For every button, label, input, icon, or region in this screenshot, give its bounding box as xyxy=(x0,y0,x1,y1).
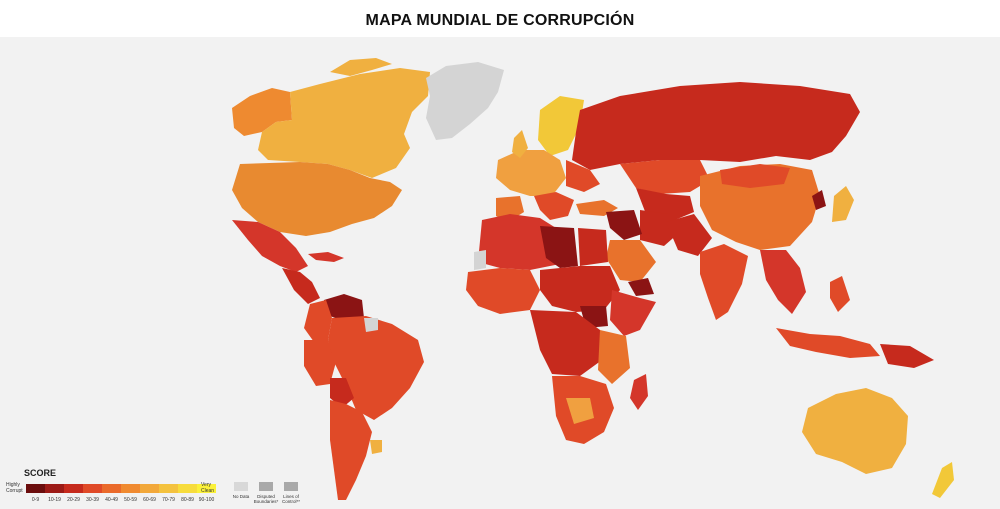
legend-color-scale xyxy=(26,484,216,493)
legend-swatch-1 xyxy=(45,484,64,493)
region-usa[interactable] xyxy=(232,162,402,236)
region-east-africa[interactable] xyxy=(598,330,630,384)
legend-swatch-6 xyxy=(140,484,159,493)
region-uruguay[interactable] xyxy=(370,440,382,454)
region-indonesia[interactable] xyxy=(776,328,880,358)
legend-disputed-boundaries: Disputed Boundaries* xyxy=(251,482,281,504)
region-botswana-namibia[interactable] xyxy=(566,398,594,424)
region-mexico[interactable] xyxy=(232,220,308,272)
legend-scale-label-1: 10-19 xyxy=(48,497,61,503)
world-map xyxy=(0,37,1000,509)
region-greenland[interactable] xyxy=(426,62,504,140)
region-ukraine-belarus[interactable] xyxy=(566,160,600,192)
region-scandinavia[interactable] xyxy=(538,96,584,156)
legend-disputed-label: Disputed Boundaries* xyxy=(253,494,279,504)
legend-swatch-2 xyxy=(64,484,83,493)
legend-swatch-7 xyxy=(159,484,178,493)
region-papua[interactable] xyxy=(880,344,934,368)
legend-scale-label-6: 60-69 xyxy=(143,497,156,503)
region-yemen[interactable] xyxy=(628,278,654,296)
legend-highly-corrupt-label: Highly Corrupt xyxy=(6,482,23,494)
legend-no-data-swatch xyxy=(234,482,248,491)
legend-scale-label-8: 80-89 xyxy=(181,497,194,503)
legend-swatch-4 xyxy=(102,484,121,493)
legend-lines-label: Lines of Control** xyxy=(281,494,300,504)
legend-lines-swatch xyxy=(284,482,298,491)
region-iraq-syria[interactable] xyxy=(606,210,642,240)
region-mongolia[interactable] xyxy=(720,164,790,188)
region-western-europe[interactable] xyxy=(496,150,566,196)
legend-scale-label-9: 90-100 xyxy=(198,497,215,503)
region-horn-africa[interactable] xyxy=(610,290,656,336)
legend-scale-labels: 0-9 10-19 20-29 30-39 40-49 50-59 60-69 70-79 80… xyxy=(26,497,216,503)
region-venezuela[interactable] xyxy=(324,294,364,322)
legend-scale-label-3: 30-39 xyxy=(86,497,99,503)
legend-disputed-swatch xyxy=(259,482,273,491)
legend-no-data: No Data xyxy=(226,482,256,499)
region-bolivia[interactable] xyxy=(330,378,354,408)
legend-swatch-8 xyxy=(178,484,197,493)
legend-swatch-3 xyxy=(83,484,102,493)
region-japan[interactable] xyxy=(832,186,854,222)
legend-scale-label-5: 50-59 xyxy=(124,497,137,503)
region-saudi-arabia[interactable] xyxy=(606,240,656,282)
region-guyanas[interactable] xyxy=(364,318,378,332)
region-cuba[interactable] xyxy=(308,252,344,262)
region-alaska[interactable] xyxy=(232,88,292,136)
region-central-america[interactable] xyxy=(282,268,320,304)
region-peru[interactable] xyxy=(304,340,336,386)
region-kazakhstan[interactable] xyxy=(620,160,710,194)
legend-scale-label-0: 0-9 xyxy=(31,497,40,503)
region-iran[interactable] xyxy=(640,210,680,246)
region-central-africa[interactable] xyxy=(530,310,602,376)
region-canada-arctic[interactable] xyxy=(330,58,392,76)
region-canada[interactable] xyxy=(258,68,430,178)
region-madagascar[interactable] xyxy=(630,374,648,410)
region-libya[interactable] xyxy=(540,226,578,268)
region-afghanistan-pakistan[interactable] xyxy=(666,214,712,256)
legend-no-data-label: No Data xyxy=(232,494,250,499)
region-korea-north[interactable] xyxy=(812,190,826,210)
region-china[interactable] xyxy=(700,164,820,250)
map-legend: SCORE Highly Corrupt Very Clean 0-9 10-19… xyxy=(6,466,306,508)
legend-title: SCORE xyxy=(24,468,57,478)
region-colombia[interactable] xyxy=(304,300,332,342)
legend-lines-of-control: Lines of Control** xyxy=(276,482,306,504)
legend-scale-label-7: 70-79 xyxy=(162,497,175,503)
legend-scale-label-2: 20-29 xyxy=(67,497,80,503)
region-uk[interactable] xyxy=(512,130,528,158)
region-west-africa[interactable] xyxy=(466,268,540,314)
region-chile-argentina[interactable] xyxy=(330,400,372,500)
region-new-zealand[interactable] xyxy=(932,462,954,498)
region-north-africa[interactable] xyxy=(478,214,560,270)
legend-swatch-5 xyxy=(121,484,140,493)
region-australia[interactable] xyxy=(802,388,908,474)
legend-swatch-0 xyxy=(26,484,45,493)
region-italy-balkans[interactable] xyxy=(534,192,574,220)
region-egypt[interactable] xyxy=(578,228,608,266)
region-southeast-asia[interactable] xyxy=(760,250,806,314)
region-philippines[interactable] xyxy=(830,276,850,312)
map-title: MAPA MUNDIAL DE CORRUPCIÓN xyxy=(365,12,635,29)
world-map-svg xyxy=(232,58,954,500)
region-russia[interactable] xyxy=(572,82,860,170)
legend-swatch-9 xyxy=(197,484,216,493)
legend-very-clean-label: Very Clean xyxy=(201,482,215,494)
region-sahel-sudan[interactable] xyxy=(540,266,620,312)
region-western-sahara[interactable] xyxy=(474,250,486,270)
legend-scale-label-4: 40-49 xyxy=(105,497,118,503)
region-india[interactable] xyxy=(700,244,748,320)
